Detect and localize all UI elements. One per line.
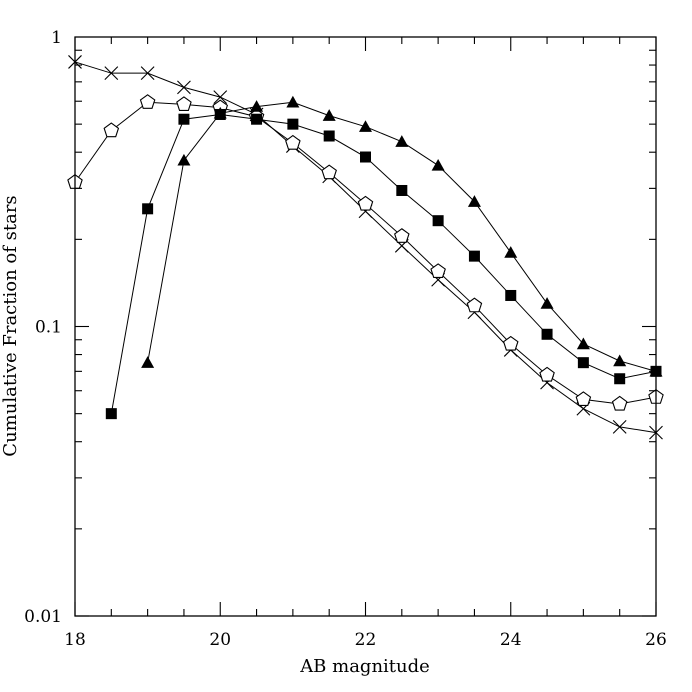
data-point [177,80,191,95]
data-point [575,391,592,407]
data-point [540,297,554,309]
data-point [105,408,117,420]
x-axis-label: AB magnitude [299,656,430,677]
data-point [541,328,553,340]
data-point [395,135,409,147]
data-point [176,96,192,112]
data-point [104,66,119,81]
series-line [74,101,657,405]
data-point [251,113,263,125]
x-tick-label: 18 [64,630,86,650]
x-tick-label: 24 [500,630,522,650]
data-point [467,195,481,207]
y-tick-label: 1 [51,28,62,48]
series-open-pentagons [67,94,664,411]
data-point [576,337,590,350]
x-tick-label: 26 [645,630,667,650]
series-line [74,61,657,434]
data-point [432,215,444,227]
data-point [178,113,190,125]
data-point [357,195,374,211]
y-tick-label: 0.01 [24,607,62,627]
data-point [322,109,336,121]
data-point [505,289,517,301]
data-point [614,373,626,385]
data-point [142,203,154,215]
data-point [612,420,627,434]
data-point [286,95,300,108]
data-point [431,158,445,171]
data-point [321,164,337,180]
data-point [611,395,628,411]
data-point [213,106,227,119]
x-tick-label: 20 [209,630,231,650]
data-point [250,100,264,112]
data-point [140,66,155,81]
data-point [613,354,627,367]
data-point [177,153,191,166]
data-point [213,90,228,104]
series-line [110,113,657,414]
data-point [360,151,371,163]
x-tick-label: 22 [355,630,377,650]
y-axis-label: Cumulative Fraction of stars [0,195,21,456]
data-point [287,118,299,130]
data-point [396,184,408,196]
data-point [103,122,120,138]
series-filled-triangles [141,95,663,377]
y-tick-label: 0.1 [35,318,62,338]
series-crosses [68,55,663,440]
series-filled-squares [105,108,662,420]
data-point [285,134,301,150]
data-point [394,228,410,243]
data-point [466,297,483,313]
data-point [359,120,372,132]
data-point [323,130,335,142]
data-point [430,263,446,279]
data-point [141,356,155,368]
data-point [539,366,555,382]
data-point [468,250,480,262]
data-point [577,357,589,369]
data-point [139,94,156,109]
data-point [504,246,518,258]
data-point [502,335,519,351]
